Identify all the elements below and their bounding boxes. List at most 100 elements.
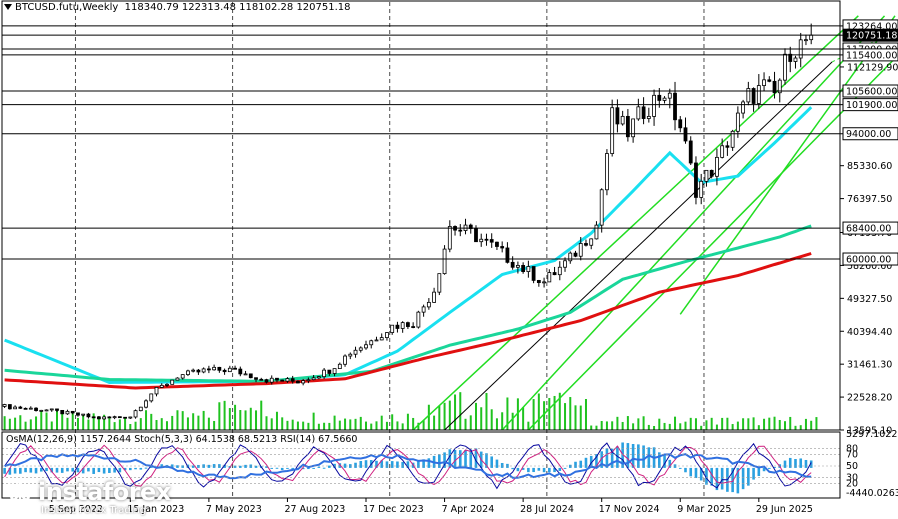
candle-body	[55, 408, 59, 411]
channel-line-upper	[679, 15, 896, 315]
candle-body	[327, 369, 332, 374]
candle-body	[678, 119, 683, 129]
volume-bar	[474, 402, 477, 430]
osma-bar	[13, 467, 17, 474]
osma-bar	[275, 467, 279, 469]
osma-bar	[24, 467, 27, 473]
trend-line	[444, 61, 833, 431]
osma-bar	[511, 467, 514, 470]
osma-bar	[767, 467, 771, 469]
volume-bar	[584, 399, 587, 430]
volume-bar	[747, 418, 750, 430]
ohlc-values: 118340.79 122313.48 118102.28 120751.18	[124, 2, 351, 13]
volume-bar	[658, 418, 661, 430]
osma-bar	[631, 444, 635, 468]
volume-bar	[616, 416, 619, 430]
indicator-axis-label: -4440.0263	[846, 488, 898, 499]
volume-bar	[97, 416, 100, 430]
volume-bar	[171, 415, 174, 430]
candle-body	[39, 409, 44, 412]
candle-body	[180, 374, 185, 379]
osma-bar	[548, 467, 551, 473]
volume-bar	[150, 413, 153, 430]
osma-bar	[380, 460, 384, 468]
candle-body	[107, 416, 112, 419]
candle-body	[23, 407, 28, 410]
candle-body	[500, 246, 505, 249]
volume-bar	[380, 415, 383, 430]
indicator-axis-label: 20	[846, 478, 858, 489]
volume-bar	[145, 410, 148, 430]
candle-body	[510, 261, 515, 268]
volume-bar	[333, 415, 336, 430]
date-axis-label: 15 Jan 2023	[127, 504, 184, 515]
volume-bar	[417, 422, 420, 430]
volume-bar	[632, 423, 635, 430]
stochastic-main-line	[4, 442, 812, 490]
osma-bar	[176, 465, 179, 468]
candle-body	[683, 127, 688, 142]
osma-bar	[610, 448, 614, 468]
volume-bar	[275, 411, 278, 430]
osma-bar	[579, 460, 583, 468]
volume-bar	[129, 423, 132, 430]
volume-bar	[207, 417, 210, 430]
candle-body	[175, 377, 180, 381]
candle-body	[49, 408, 54, 411]
osma-bar	[401, 461, 404, 468]
volume-bar	[726, 417, 729, 430]
osma-bar	[244, 464, 247, 468]
volume-bar	[291, 419, 294, 430]
candle-body	[667, 92, 672, 99]
candle-body	[416, 311, 421, 328]
candle-body	[332, 368, 337, 374]
osma-bar	[139, 467, 143, 470]
osma-bar	[469, 449, 473, 468]
candle-body	[673, 92, 677, 121]
candle-body	[154, 387, 159, 395]
volume-bar	[543, 401, 546, 430]
osma-bar	[254, 465, 258, 468]
osma-bar	[129, 467, 132, 471]
osma-bar	[19, 467, 22, 474]
volume-bar	[155, 420, 158, 430]
osma-bar	[3, 467, 6, 474]
candle-body	[196, 369, 201, 373]
volume-bar	[139, 418, 142, 430]
osma-bar	[354, 462, 357, 468]
volume-bar	[302, 421, 305, 430]
candle-body	[489, 239, 494, 243]
volume-bar	[349, 419, 352, 430]
price-axis-label: 76397.50	[847, 194, 892, 205]
volume-bar	[742, 418, 745, 430]
osma-bar	[55, 467, 59, 473]
candle-body	[735, 112, 740, 132]
osma-bar	[223, 464, 226, 468]
candle-body	[442, 248, 447, 275]
current-price-label: 120751.18	[846, 31, 897, 42]
volume-bar	[181, 411, 184, 430]
candle-body	[793, 57, 798, 62]
osma-bar	[92, 467, 95, 474]
osma-bar	[663, 455, 666, 468]
level-price-box	[842, 127, 898, 141]
volume-bar	[569, 397, 572, 430]
grid-layer	[74, 2, 705, 498]
volume-bar	[401, 423, 404, 430]
candle-body	[777, 79, 782, 94]
osma-bar	[705, 467, 708, 485]
candle-body	[474, 228, 478, 243]
indicator-axis-label: 30	[846, 473, 858, 484]
osma-bar	[108, 467, 111, 473]
candle-body	[783, 53, 787, 81]
candle-body	[102, 416, 107, 420]
volume-bar	[296, 421, 299, 430]
symbol-label: BTCUSD.futu,Weekly	[15, 2, 119, 13]
osma-bar	[39, 467, 43, 472]
osma-bar	[600, 451, 603, 468]
volume-bar	[87, 419, 90, 430]
volume-bar	[679, 423, 682, 430]
collapse-arrow-icon[interactable]	[4, 4, 12, 10]
indicator-plot-frame	[1, 431, 841, 499]
